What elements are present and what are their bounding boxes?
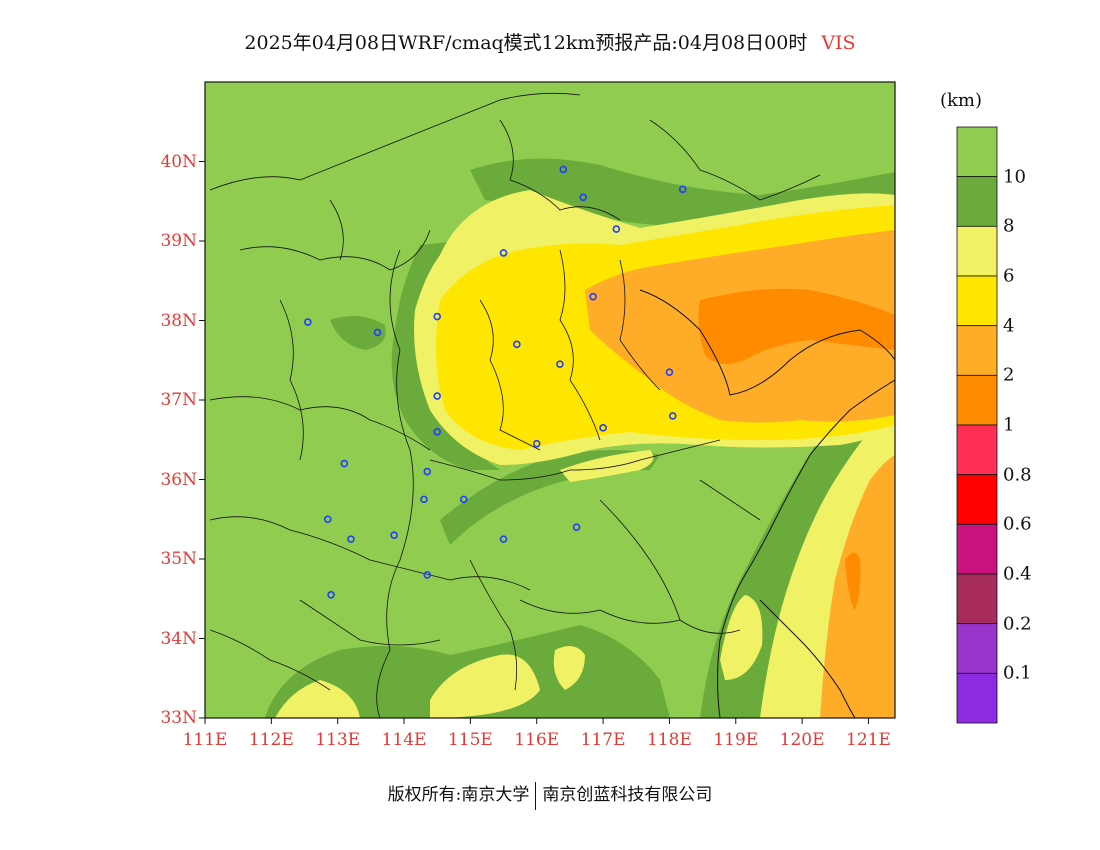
colorbar-level-label: 0.4 xyxy=(1003,563,1032,585)
station-marker xyxy=(390,531,398,539)
colorbar-level-label: 0.2 xyxy=(1003,613,1032,635)
lat-tick-label: 35N xyxy=(160,549,197,569)
lon-tick-label: 115E xyxy=(447,730,493,750)
colorbar-segment xyxy=(956,672,998,724)
lon-tick-label: 116E xyxy=(514,730,560,750)
station-marker xyxy=(612,225,621,233)
lon-tick-label: 119E xyxy=(713,730,759,750)
station-marker xyxy=(304,318,312,326)
lat-tick-label: 34N xyxy=(160,628,197,649)
footer-separator xyxy=(535,781,537,810)
station-marker xyxy=(579,193,587,202)
field-6-8km-se-patch xyxy=(720,595,763,680)
map-fields xyxy=(205,82,895,718)
station-marker xyxy=(665,368,674,376)
lon-tick-label: 111E xyxy=(182,730,228,750)
field-8-10km-west-rim xyxy=(391,240,500,470)
title-variable: VIS xyxy=(821,32,856,54)
station-marker xyxy=(559,165,568,174)
colorbar-level-label: 6 xyxy=(1003,265,1015,287)
lon-tick-label: 113E xyxy=(315,730,361,750)
station-marker xyxy=(420,495,428,504)
coastline xyxy=(639,289,895,718)
colorbar-level-label: 4 xyxy=(1003,315,1015,337)
lon-tick-label: 121E xyxy=(846,730,891,750)
axis-ticks xyxy=(199,161,869,724)
station-marker xyxy=(423,467,432,476)
lat-tick-label: 33N xyxy=(160,708,197,728)
field-1-2km-sea xyxy=(845,552,861,610)
colorbar-level-label: 0.8 xyxy=(1003,464,1032,486)
colorbar-level-label: 10 xyxy=(1003,166,1026,188)
colorbar-segment xyxy=(956,474,998,525)
colorbar-segment xyxy=(956,424,998,476)
footer-copyright: 版权所有:南京大学 xyxy=(387,785,530,805)
colorbar-segment xyxy=(956,225,998,277)
station-markers xyxy=(304,165,687,599)
station-marker xyxy=(423,571,432,579)
colorbar-level-label: 2 xyxy=(1003,364,1015,386)
station-marker xyxy=(499,535,508,543)
colorbar-segment xyxy=(956,623,998,674)
lat-tick-label: 38N xyxy=(160,310,197,331)
station-marker xyxy=(347,535,355,543)
station-marker xyxy=(556,360,564,369)
station-marker xyxy=(589,292,597,301)
colorbar-unit: (km) xyxy=(940,90,983,111)
station-marker xyxy=(433,392,442,400)
lat-tick-label: 36N xyxy=(160,469,197,490)
colorbar-level-label: 0.6 xyxy=(1003,513,1032,535)
lon-tick-label: 120E xyxy=(779,730,825,750)
station-marker xyxy=(323,515,332,524)
lat-tick-label: 37N xyxy=(160,390,197,410)
lon-tick-label: 118E xyxy=(646,730,692,750)
lon-tick-label: 117E xyxy=(580,730,626,750)
lon-tick-label: 112E xyxy=(248,730,294,750)
colorbar xyxy=(956,126,998,724)
colorbar-level-label: 1 xyxy=(1003,414,1015,436)
colorbar-segment xyxy=(956,325,998,376)
lon-tick-label: 114E xyxy=(381,730,427,750)
station-marker xyxy=(599,424,607,432)
station-marker xyxy=(532,439,541,448)
colorbar-segment xyxy=(956,176,998,227)
colorbar-segment xyxy=(956,573,998,625)
footer-company: 南京创蓝科技有限公司 xyxy=(542,785,713,805)
station-marker xyxy=(327,590,335,599)
colorbar-segment xyxy=(956,126,998,178)
colorbar-segment xyxy=(956,374,998,426)
station-marker xyxy=(513,340,521,349)
colorbar-level-label: 8 xyxy=(1003,215,1015,237)
colorbar-segment xyxy=(956,523,998,575)
title-main: 2025年04月08日WRF/cmaq模式12km预报产品:04月08日00时 xyxy=(244,32,808,54)
station-marker xyxy=(572,523,581,532)
field-8-10km-west-patch xyxy=(330,316,386,350)
station-marker xyxy=(433,427,442,436)
field-6-8km-s2-patch xyxy=(553,646,585,690)
station-marker xyxy=(678,185,687,194)
colorbar-segment xyxy=(956,275,998,327)
field-6-8km-south-band xyxy=(560,450,654,482)
field-6-8km-s-patch xyxy=(430,654,540,718)
field-6-8km-sw-patch xyxy=(275,680,360,718)
station-marker xyxy=(499,249,508,257)
lat-tick-label: 39N xyxy=(160,231,197,251)
station-marker xyxy=(373,328,382,337)
colorbar-level-label: 0.1 xyxy=(1003,662,1032,684)
station-marker xyxy=(668,412,677,420)
map-title: 2025年04月08日WRF/cmaq模式12km预报产品:04月08日00时 V… xyxy=(0,28,1100,55)
admin-boundaries xyxy=(209,92,821,718)
station-marker xyxy=(459,495,468,504)
field-1-2km-band xyxy=(698,288,895,364)
station-marker xyxy=(433,312,442,321)
lat-tick-label: 40N xyxy=(160,151,197,172)
footer: 版权所有:南京大学 南京创蓝科技有限公司 xyxy=(0,780,1100,810)
station-marker xyxy=(340,459,349,468)
